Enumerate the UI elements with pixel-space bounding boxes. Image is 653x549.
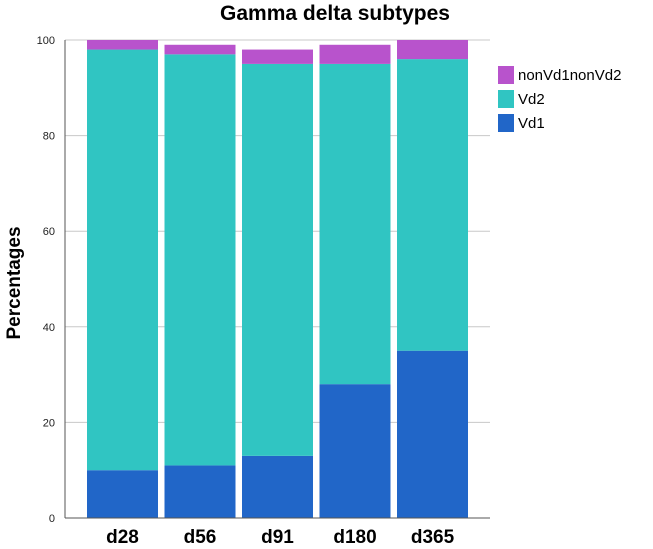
legend-label-nonVd1nonVd2: nonVd1nonVd2 <box>518 67 621 84</box>
legend: nonVd1nonVd2 Vd2 Vd1 <box>498 66 621 132</box>
bar-Vd1-d56 <box>164 465 236 518</box>
bars <box>87 40 468 518</box>
bar-Vd2-d56 <box>164 54 236 466</box>
legend-label-Vd1: Vd1 <box>518 115 545 132</box>
x-tick-label-d365: d365 <box>411 527 455 548</box>
y-axis-ticks: 0 20 40 60 80 100 <box>37 35 55 525</box>
y-tick-label: 40 <box>43 322 55 334</box>
x-tick-label-d91: d91 <box>261 527 294 548</box>
x-tick-label-d180: d180 <box>333 527 376 548</box>
x-tick-label-d28: d28 <box>106 527 139 548</box>
y-tick-label: 0 <box>49 513 55 525</box>
bar-nonVd1nonVd2-d91 <box>242 49 313 64</box>
bar-Vd1-d28 <box>87 470 158 518</box>
chart-title: Gamma delta subtypes <box>220 2 450 25</box>
legend-label-Vd2: Vd2 <box>518 91 545 108</box>
y-tick-label: 60 <box>43 226 55 238</box>
y-tick-label: 20 <box>43 417 55 429</box>
x-axis-ticks: d28 d56 d91 d180 d365 <box>106 527 454 548</box>
bar-nonVd1nonVd2-d365 <box>397 40 468 60</box>
bar-Vd2-d28 <box>87 49 158 471</box>
bar-Vd1-d91 <box>242 455 313 518</box>
y-tick-label: 100 <box>37 35 55 47</box>
bar-nonVd1nonVd2-d28 <box>87 40 158 50</box>
bar-Vd2-d180 <box>319 63 391 385</box>
bar-nonVd1nonVd2-d180 <box>319 44 391 64</box>
bar-Vd2-d365 <box>397 59 468 351</box>
bar-Vd1-d365 <box>397 350 468 518</box>
y-axis-label: Percentages <box>4 226 25 339</box>
x-tick-label-d56: d56 <box>184 527 217 548</box>
bar-nonVd1nonVd2-d56 <box>164 44 236 55</box>
legend-swatch-Vd2 <box>498 90 514 108</box>
y-tick-label: 80 <box>43 131 55 143</box>
legend-swatch-Vd1 <box>498 114 514 132</box>
legend-swatch-nonVd1nonVd2 <box>498 66 514 84</box>
bar-Vd2-d91 <box>242 63 313 456</box>
bar-Vd1-d180 <box>319 384 391 518</box>
